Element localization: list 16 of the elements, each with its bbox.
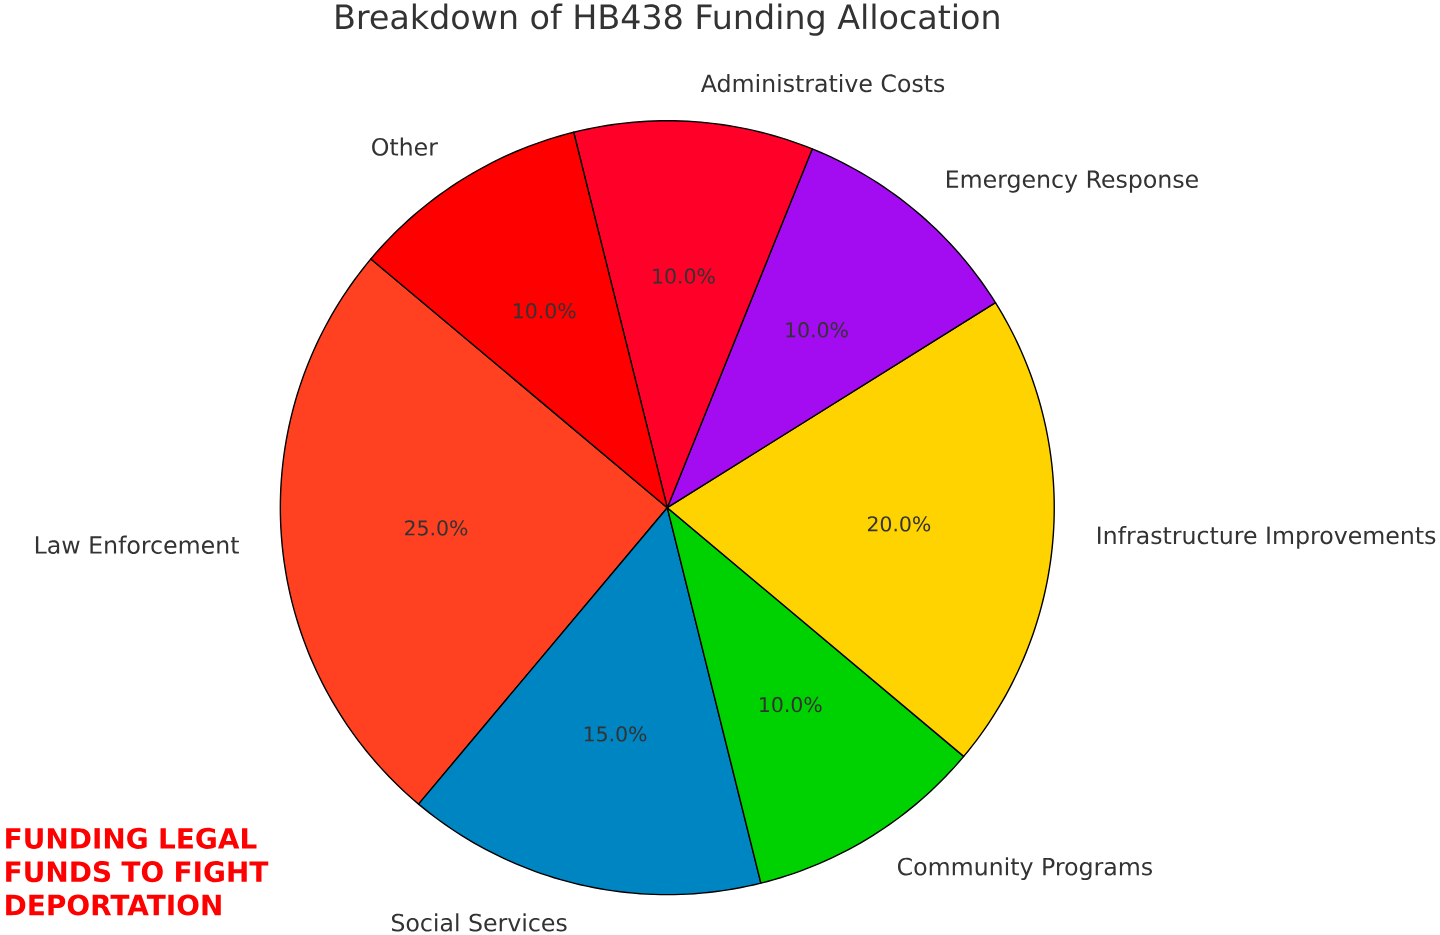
data-label: 20.0% bbox=[867, 516, 931, 532]
slice-label: Social Services bbox=[391, 913, 567, 932]
data-label: 10.0% bbox=[514, 302, 576, 319]
chart-title: Breakdown of HB438 Funding Allocation bbox=[336, 3, 999, 36]
data-label: 25.0% bbox=[405, 520, 468, 536]
slice-label: Other bbox=[372, 137, 438, 156]
slice-label: Emergency Response bbox=[947, 170, 1198, 193]
data-label: 10.0% bbox=[760, 696, 822, 713]
data-label: 10.0% bbox=[786, 322, 848, 338]
slice-label: Law Enforcement bbox=[35, 535, 239, 554]
data-label: 15.0% bbox=[584, 726, 647, 742]
data-label: 10.0% bbox=[653, 268, 715, 284]
slice-label: Infrastructure Improvements bbox=[1098, 525, 1436, 549]
text: FUNDING LEGAL FUNDS TO FIGHT DEPORTATION bbox=[6, 827, 269, 916]
slice-label: Administrative Costs bbox=[700, 73, 945, 93]
slice-label: Community Programs bbox=[897, 857, 1152, 881]
